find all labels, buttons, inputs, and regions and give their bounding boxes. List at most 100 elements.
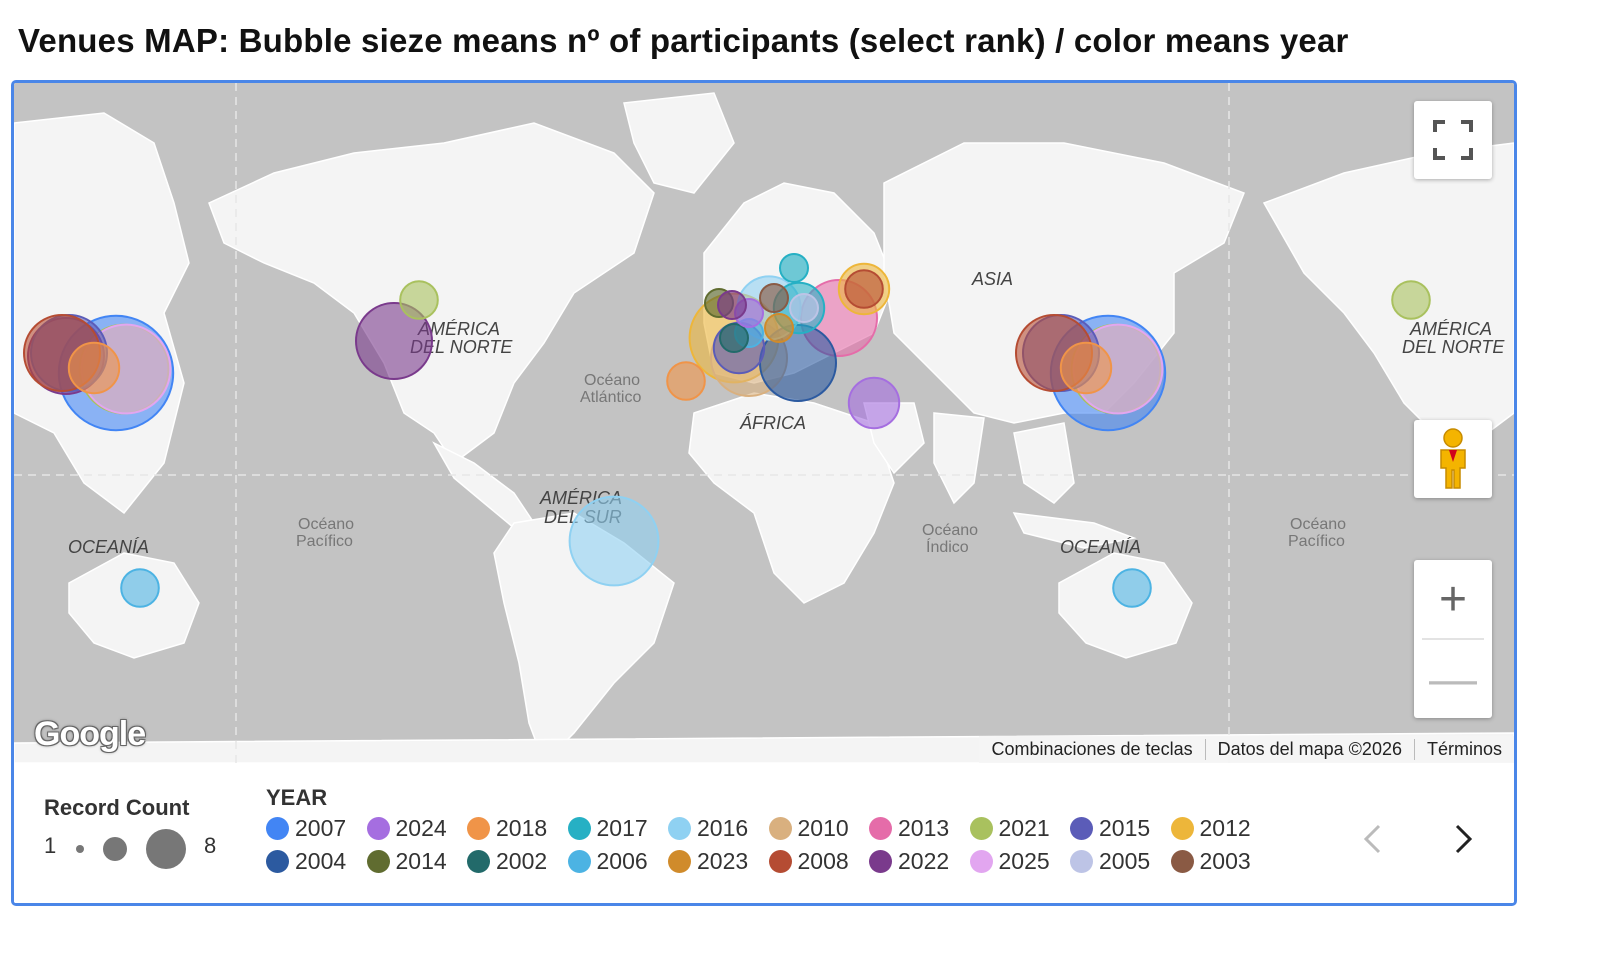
legend-year-item[interactable]: 2024 [366,815,468,841]
legend-year-item[interactable]: 2025 [969,847,1071,874]
legend-prev-button[interactable] [1352,819,1392,859]
legend-year-item[interactable]: 2003 [1170,847,1272,874]
legend-year-label: 2007 [295,814,347,841]
legend-next-button[interactable] [1444,819,1484,859]
label-atlantic-2: Atlántico [580,389,641,406]
legend-year-label: 2016 [697,814,749,841]
legend-year-label: 2003 [1199,847,1251,874]
year-legend-title: YEAR [266,785,328,810]
legend-year-swatch [1070,816,1093,840]
venue-bubble[interactable] [719,323,749,353]
label-indian: Océano [922,522,978,539]
legend-year-swatch [266,816,289,840]
legend-year-swatch [1170,849,1194,873]
legend-year-swatch [467,849,490,873]
legend-year-swatch [1170,816,1194,840]
street-view-button[interactable] [1414,420,1492,498]
legend-year-label: 2006 [596,847,648,874]
legend-year-label: 2021 [998,814,1050,841]
legend-year-label: 2022 [898,847,950,874]
map-data-text: Datos del mapa ©2026 [1204,739,1414,760]
legend-year-label: 2014 [395,847,447,874]
year-legend-grid: 2007 2024 2018 2017 2016 2010 2013 2021 2015 2012… [266,815,1276,874]
venue-bubble[interactable] [399,280,439,320]
legend-year-swatch [768,849,792,873]
venue-bubble[interactable] [1391,280,1431,320]
venue-bubble[interactable] [844,269,884,309]
legend-year-swatch [668,816,691,840]
legend-year-swatch [969,849,993,873]
legend-year-item[interactable]: 2023 [668,848,769,874]
legend-year-swatch [366,849,390,873]
zoom-in-button[interactable]: + [1438,572,1468,626]
legend-year-swatch [366,816,390,840]
legend-year-item[interactable]: 2016 [668,815,769,841]
legend-year-label: 2013 [898,814,950,841]
world-map[interactable]: ASIA ÁFRICA AMÉRICA DEL NORTE AMÉRICA DE… [14,83,1514,763]
venue-bubble[interactable] [717,290,747,320]
legend-year-label: 2017 [596,814,648,841]
zoom-control: + — [1414,560,1492,718]
legend-year-swatch [266,849,289,873]
keyboard-shortcuts-link[interactable]: Combinaciones de teclas [991,739,1193,759]
size-legend-max: 8 [204,833,217,858]
legend-year-item[interactable]: 2007 [266,815,367,841]
venue-bubble[interactable] [355,302,433,380]
legend-year-label: 2004 [295,847,347,874]
venue-bubble[interactable] [67,341,121,395]
legend-year-item[interactable]: 2010 [768,814,870,841]
size-legend-dot-medium [103,837,127,861]
venue-bubble[interactable] [759,283,789,313]
legend-year-item[interactable]: 2005 [1070,848,1171,874]
venue-bubble[interactable] [789,293,819,323]
legend-year-item[interactable]: 2018 [467,815,568,841]
legend-year-label: 2010 [797,814,849,841]
legend-year-item[interactable]: 2021 [969,814,1071,841]
venue-bubble[interactable] [666,361,706,401]
zoom-out-button[interactable]: — [1429,652,1477,706]
terms-link[interactable]: Términos [1413,739,1514,760]
legend-year-item[interactable]: 2004 [266,848,367,874]
venue-bubble[interactable] [568,495,660,587]
legend-year-item[interactable]: 2015 [1070,815,1171,841]
venue-bubble[interactable] [120,568,160,608]
legend-year-item[interactable]: 2022 [869,848,970,874]
chevron-right-icon [1455,824,1473,854]
legend-year-label: 2023 [697,847,749,874]
venue-bubble[interactable] [1112,568,1152,608]
pegman-icon [1440,428,1466,489]
label-oceania: OCEANÍA [68,537,149,557]
label-north-america-right-2: DEL NORTE [1402,337,1505,357]
size-legend-title: Record Count [44,795,190,820]
legend-year-swatch [969,816,993,840]
chevron-left-icon [1363,824,1381,854]
legend-year-swatch [768,816,792,840]
venue-bubble[interactable] [764,313,794,343]
size-legend-dot-large [146,829,186,869]
page-title: Venues MAP: Bubble sieze means nº of par… [18,22,1349,59]
venue-bubble[interactable] [779,253,809,283]
map-widget: ASIA ÁFRICA AMÉRICA DEL NORTE AMÉRICA DE… [11,80,1517,906]
legend-year-item[interactable]: 2008 [768,848,870,874]
legend-year-item[interactable]: 2006 [567,847,669,874]
legend-year-swatch [467,816,490,840]
legend-year-label: 2002 [496,847,548,874]
fullscreen-icon [1433,120,1473,160]
legend-year-item[interactable]: 2002 [467,848,568,874]
legend-year-label: 2025 [998,847,1050,874]
google-logo: Google [34,715,146,753]
legend-year-item[interactable]: 2017 [567,814,669,841]
legend-year-swatch [869,816,892,840]
legend-year-item[interactable]: 2013 [869,815,970,841]
legend-year-swatch [567,849,591,873]
legend-year-swatch [869,849,892,873]
legend-year-swatch [668,849,691,873]
venue-bubble[interactable] [1059,341,1113,395]
venue-bubble[interactable] [847,376,901,430]
legend-year-item[interactable]: 2012 [1170,815,1272,841]
legend-year-item[interactable]: 2014 [366,847,468,874]
bubble-layer[interactable] [23,253,1431,608]
label-asia: ASIA [971,269,1013,289]
map-canvas[interactable]: ASIA ÁFRICA AMÉRICA DEL NORTE AMÉRICA DE… [14,83,1514,763]
fullscreen-button[interactable] [1414,101,1492,179]
